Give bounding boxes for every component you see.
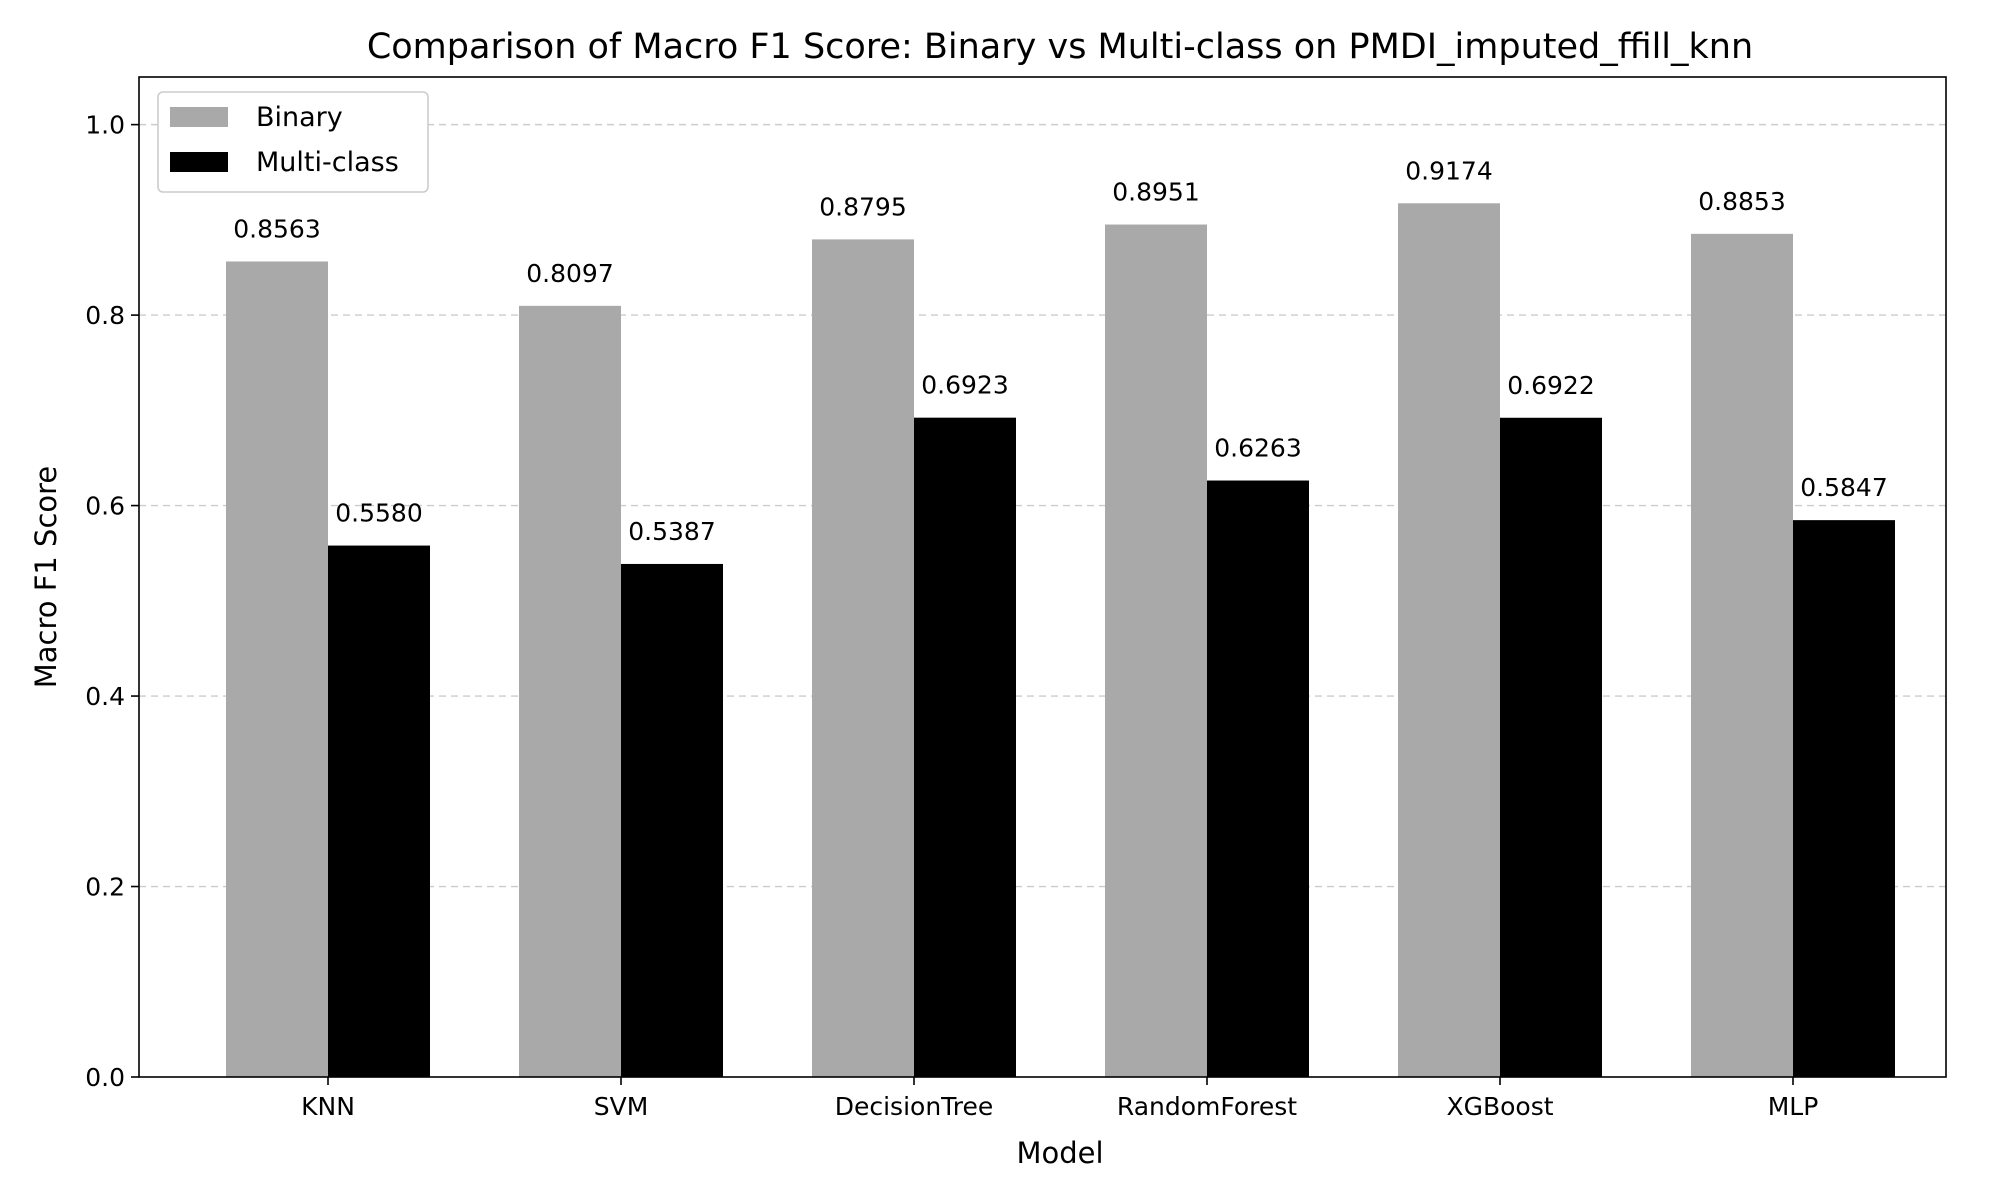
- value-label-multi-class-knn: 0.5580: [335, 499, 422, 528]
- bar-binary-xgboost: [1398, 203, 1500, 1078]
- y-axis: 0.0 0.2 0.4 0.6 0.8 1.0: [85, 111, 139, 1092]
- value-label-multi-class-svm: 0.5387: [628, 517, 715, 546]
- value-label-multi-class-randomforest: 0.6263: [1214, 434, 1301, 463]
- x-tick-label-xgboost: XGBoost: [1446, 1092, 1553, 1121]
- x-tick-label-svm: SVM: [594, 1092, 649, 1121]
- y-tick-label: 0.0: [85, 1063, 125, 1092]
- value-label-multi-class-decisiontree: 0.6923: [921, 371, 1008, 400]
- value-label-binary-decisiontree: 0.8795: [819, 192, 906, 221]
- plot-frame: [138, 76, 1947, 1078]
- bar-multi-class-decisiontree: [914, 417, 1016, 1078]
- value-label-binary-randomforest: 0.8951: [1112, 178, 1199, 207]
- legend-label-multi-class: Multi-class: [256, 147, 399, 178]
- value-label-binary-mlp: 0.8853: [1698, 187, 1785, 216]
- bar-binary-mlp: [1691, 233, 1793, 1077]
- x-tick-label-mlp: MLP: [1768, 1092, 1819, 1121]
- x-axis: KNN SVM DecisionTree RandomForest XGBoost MLP: [301, 1077, 1818, 1121]
- legend-swatch-binary: [170, 107, 228, 127]
- bar-binary-svm: [519, 305, 621, 1077]
- x-axis-label: Model: [1016, 1136, 1103, 1170]
- value-label-binary-svm: 0.8097: [526, 259, 613, 288]
- legend-label-binary: Binary: [256, 102, 343, 133]
- value-label-multi-class-mlp: 0.5847: [1800, 473, 1887, 502]
- legend-swatch-multi-class: [170, 152, 228, 172]
- x-tick-label-knn: KNN: [301, 1092, 355, 1121]
- legend: Binary Multi-class: [157, 91, 429, 193]
- y-tick-label: 0.4: [85, 682, 125, 711]
- bar-multi-class-xgboost: [1500, 417, 1602, 1077]
- bar-multi-class-knn: [328, 545, 430, 1077]
- y-axis-label: Macro F1 Score: [29, 466, 63, 689]
- x-tick-label-randomforest: RandomForest: [1117, 1092, 1297, 1121]
- y-tick-label: 0.6: [85, 492, 125, 521]
- x-tick-label-decisiontree: DecisionTree: [835, 1092, 994, 1121]
- bar-multi-class-mlp: [1793, 520, 1895, 1077]
- bar-multi-class-svm: [621, 563, 723, 1077]
- chart-title: Comparison of Macro F1 Score: Binary vs …: [367, 27, 1753, 67]
- value-labels: 0.8563 0.5580 0.8097 0.5387 0.8795 0.6923 0.89…: [233, 156, 1887, 546]
- y-tick-label: 0.8: [85, 301, 125, 330]
- value-label-multi-class-xgboost: 0.6922: [1507, 371, 1594, 400]
- grid-lines: [139, 123, 1946, 888]
- value-label-binary-xgboost: 0.9174: [1405, 156, 1492, 185]
- y-tick-label: 1.0: [85, 111, 125, 140]
- bar-binary-decisiontree: [812, 239, 914, 1077]
- y-tick-label: 0.2: [85, 873, 125, 902]
- value-label-binary-knn: 0.8563: [233, 214, 320, 243]
- bar-binary-knn: [226, 261, 328, 1077]
- bar-binary-randomforest: [1105, 224, 1207, 1077]
- bars: [226, 203, 1895, 1078]
- bar-multi-class-randomforest: [1207, 480, 1309, 1077]
